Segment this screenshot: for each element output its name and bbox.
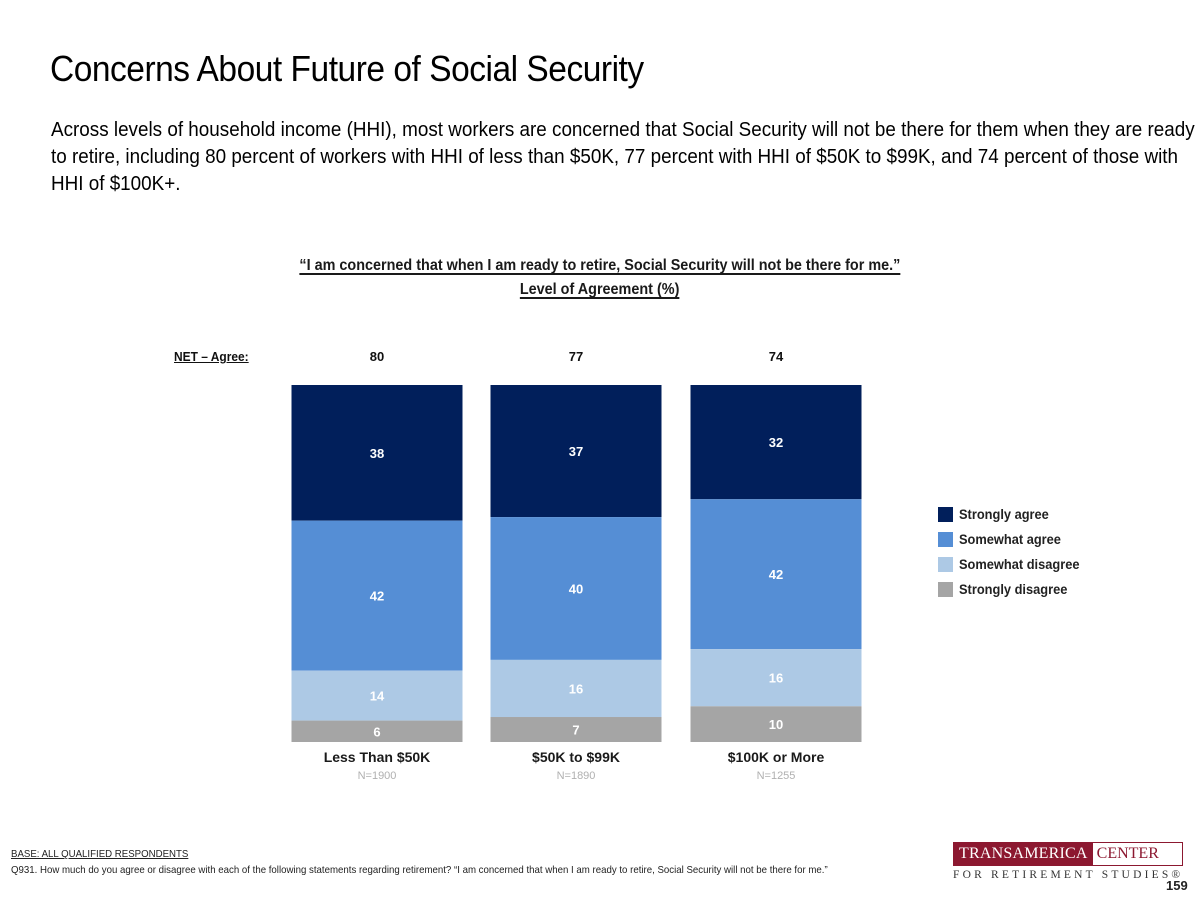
data-label: 14 bbox=[370, 689, 385, 704]
bar-segment-somewhat-disagree bbox=[690, 649, 862, 707]
bar-segment-strongly-agree bbox=[490, 385, 662, 518]
data-label: 7 bbox=[572, 723, 579, 738]
bar-segment-strongly-disagree bbox=[490, 717, 662, 742]
legend-label: Somewhat agree bbox=[959, 532, 1061, 547]
data-label: 16 bbox=[769, 671, 783, 686]
transamerica-logo: TRANSAMERICA CENTER FOR RETIREMENT STUDI… bbox=[953, 842, 1184, 881]
bar-segment-somewhat-disagree bbox=[490, 659, 662, 718]
logo-wordmark: TRANSAMERICA CENTER bbox=[953, 842, 1184, 866]
legend-label: Somewhat disagree bbox=[959, 557, 1080, 572]
bar-segment-strongly-disagree bbox=[690, 706, 862, 742]
chart-legend: Strongly agree Somewhat agree Somewhat d… bbox=[938, 502, 1086, 602]
bar-segment-strongly-agree bbox=[291, 385, 463, 521]
category-label: $100K or More bbox=[727, 749, 825, 765]
page-title: Concerns About Future of Social Security bbox=[50, 48, 644, 89]
bar-segment-strongly-disagree bbox=[291, 720, 463, 742]
data-label: 37 bbox=[569, 444, 583, 459]
category-label: Less Than $50K bbox=[323, 749, 431, 765]
legend-swatch bbox=[938, 507, 953, 522]
bar-segment-somewhat-disagree bbox=[291, 670, 463, 721]
legend-item-somewhat-disagree: Somewhat disagree bbox=[938, 552, 1086, 577]
data-label: 40 bbox=[569, 581, 583, 596]
category-label: $50K to $99K bbox=[532, 749, 620, 765]
data-label: 42 bbox=[370, 589, 384, 604]
legend-swatch bbox=[938, 582, 953, 597]
data-label: 42 bbox=[769, 567, 783, 582]
bar-segment-somewhat-agree bbox=[291, 520, 463, 671]
legend-item-somewhat-agree: Somewhat agree bbox=[938, 527, 1086, 552]
data-label: 6 bbox=[373, 724, 380, 739]
logo-tagline: FOR RETIREMENT STUDIES® bbox=[953, 869, 1184, 881]
chart-title: “I am concerned that when I am ready to … bbox=[299, 257, 901, 274]
legend-label: Strongly agree bbox=[959, 507, 1049, 522]
page-number: 159 bbox=[1166, 878, 1188, 893]
legend-item-strongly-agree: Strongly agree bbox=[938, 502, 1086, 527]
bar-segment-strongly-agree bbox=[690, 385, 862, 500]
chart-subtitle: Level of Agreement (%) bbox=[520, 281, 680, 298]
legend-label: Strongly disagree bbox=[959, 582, 1068, 597]
data-label: 38 bbox=[370, 446, 384, 461]
bar-segment-somewhat-agree bbox=[690, 499, 862, 650]
data-label: 16 bbox=[569, 681, 583, 696]
net-agree-label: NET – Agree: bbox=[174, 349, 249, 364]
logo-left-text: TRANSAMERICA bbox=[954, 843, 1093, 865]
net-agree-value: 80 bbox=[369, 349, 385, 364]
sample-size-label: N=1900 bbox=[357, 770, 397, 782]
logo-right-text: CENTER bbox=[1092, 843, 1163, 865]
data-label: 10 bbox=[769, 717, 783, 732]
legend-swatch bbox=[938, 532, 953, 547]
footnote-question: Q931. How much do you agree or disagree … bbox=[11, 864, 828, 876]
page-subtitle: Across levels of household income (HHI),… bbox=[51, 118, 1195, 195]
bar-segment-somewhat-agree bbox=[490, 517, 662, 660]
footnote-base: BASE: ALL QUALIFIED RESPONDENTS bbox=[11, 848, 189, 860]
net-agree-value: 77 bbox=[568, 349, 584, 364]
net-agree-value: 74 bbox=[768, 349, 784, 364]
chart-title-block: “I am concerned that when I am ready to … bbox=[0, 254, 1200, 302]
sample-size-label: N=1255 bbox=[756, 770, 796, 782]
legend-item-strongly-disagree: Strongly disagree bbox=[938, 577, 1086, 602]
legend-swatch bbox=[938, 557, 953, 572]
data-label: 32 bbox=[769, 435, 783, 450]
sample-size-label: N=1890 bbox=[556, 770, 596, 782]
